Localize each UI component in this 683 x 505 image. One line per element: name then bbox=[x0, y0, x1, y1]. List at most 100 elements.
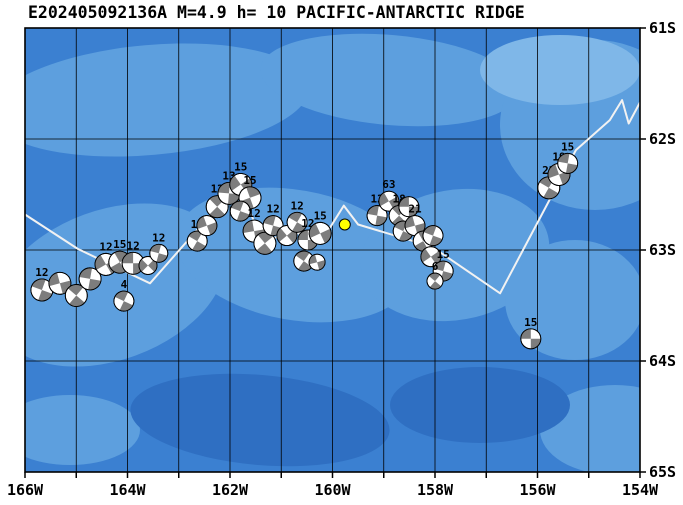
bathymetry-blob bbox=[505, 240, 640, 360]
focal-mechanism: 15 bbox=[520, 316, 542, 350]
longitude-tick-label: 160W bbox=[314, 481, 351, 499]
focal-mechanism bbox=[48, 271, 72, 295]
beachball-quadrants bbox=[48, 272, 71, 294]
event-count-label: 63 bbox=[382, 178, 395, 191]
beachball-quadrants bbox=[297, 230, 318, 250]
event-count-label: 12 bbox=[290, 199, 303, 212]
focal-mechanism bbox=[229, 200, 251, 222]
focal-mechanism: 63 bbox=[378, 178, 400, 212]
event-count-label: 12 bbox=[247, 207, 260, 220]
focal-mechanism: 6 bbox=[426, 260, 444, 290]
bathymetry-blob bbox=[25, 395, 140, 465]
beachball-quadrants bbox=[230, 201, 250, 222]
map-border bbox=[24, 27, 641, 473]
beachball-quadrants bbox=[67, 284, 85, 307]
beachball-quadrants bbox=[122, 252, 145, 275]
event-count-label: 12 bbox=[266, 203, 279, 216]
event-count-label: 12 bbox=[99, 240, 112, 253]
axis-ticks bbox=[24, 27, 646, 478]
event-count-label: 15 bbox=[234, 161, 247, 174]
beachball-quadrants bbox=[309, 254, 326, 270]
beachball-quadrants bbox=[309, 223, 332, 244]
focal-mechanism: 15 bbox=[238, 174, 262, 210]
event-count-label: 15 bbox=[243, 174, 256, 187]
beachball-quadrants bbox=[520, 328, 541, 349]
focal-mechanism bbox=[308, 253, 326, 271]
epicenter-marker bbox=[338, 218, 351, 231]
beachball-quadrants bbox=[139, 259, 157, 272]
event-count-label: 15 bbox=[561, 140, 574, 153]
focal-mechanism bbox=[420, 246, 442, 268]
bathymetry-blob bbox=[130, 373, 390, 467]
figure-title: E202405092136A M=4.9 h= 10 PACIFIC-ANTAR… bbox=[28, 3, 525, 22]
event-count-label: 15 bbox=[113, 238, 126, 251]
event-count-label: 4 bbox=[121, 278, 128, 291]
bathymetry-blob bbox=[25, 203, 226, 367]
beachball-quadrants bbox=[188, 231, 206, 252]
focal-mechanism: 12 bbox=[286, 199, 308, 233]
longitude-tick-label: 156W bbox=[519, 481, 556, 499]
beachball-quadrants bbox=[548, 164, 570, 185]
beachball-quadrants bbox=[367, 205, 387, 226]
beachball-quadrants bbox=[196, 216, 217, 235]
longitude-tick-label: 162W bbox=[212, 481, 249, 499]
focal-mechanism: 21 bbox=[404, 203, 426, 237]
focal-mechanism bbox=[398, 196, 420, 218]
latitude-tick-label: 63S bbox=[649, 241, 676, 259]
beachball-quadrants bbox=[428, 273, 442, 290]
longitude-tick-label: 164W bbox=[109, 481, 146, 499]
bathymetry-blob bbox=[390, 367, 570, 443]
beachball-quadrants bbox=[256, 232, 274, 255]
event-count-label: 15 bbox=[314, 209, 327, 222]
focal-mechanism: 12 bbox=[30, 266, 54, 302]
beachball-quadrants bbox=[150, 244, 168, 263]
beachball-quadrants bbox=[539, 176, 559, 199]
beachball-quadrants bbox=[378, 192, 399, 210]
beachball-quadrants bbox=[423, 225, 443, 246]
event-count-label: 15 bbox=[437, 248, 450, 261]
beachball-quadrants bbox=[405, 215, 425, 236]
focal-mechanism: 12 bbox=[297, 217, 319, 251]
focal-mechanism bbox=[78, 267, 102, 291]
latitude-tick-label: 65S bbox=[649, 463, 676, 481]
beachball-quadrants bbox=[218, 182, 240, 205]
beachball-quadrants bbox=[398, 196, 419, 217]
beachball-quadrants bbox=[114, 291, 133, 312]
beachball-quadrants bbox=[31, 279, 53, 301]
focal-mechanism: 4 bbox=[113, 278, 135, 312]
bathymetry-blob bbox=[480, 35, 640, 105]
beachball-quadrants bbox=[295, 251, 312, 272]
longitude-tick-label: 154W bbox=[622, 481, 659, 499]
bathymetry-blob bbox=[260, 33, 520, 127]
beachball-quadrants bbox=[79, 267, 101, 290]
event-count-label: 21 bbox=[408, 203, 422, 216]
beachball-quadrants bbox=[557, 153, 578, 174]
focal-mechanism: 15 bbox=[308, 209, 332, 245]
longitude-tick-label: 166W bbox=[7, 481, 44, 499]
event-count-label: 12 bbox=[152, 231, 165, 244]
focal-mechanism: 12 bbox=[149, 231, 169, 263]
focal-mechanism: 15 bbox=[557, 140, 579, 174]
ridge-boundary-line bbox=[25, 99, 640, 295]
event-count-label: 15 bbox=[524, 316, 537, 329]
focal-mechanism bbox=[422, 225, 444, 247]
beachball-quadrants bbox=[288, 212, 306, 233]
event-count-label: 12 bbox=[126, 239, 139, 252]
longitude-tick-label: 158W bbox=[417, 481, 454, 499]
latitude-tick-label: 62S bbox=[649, 130, 676, 148]
latitude-tick-label: 64S bbox=[649, 352, 676, 370]
event-count-label: 6 bbox=[432, 260, 439, 273]
beachball-quadrants bbox=[420, 248, 441, 265]
beachball-quadrants bbox=[394, 221, 413, 242]
focal-mechanism: 12 bbox=[121, 239, 145, 275]
latitude-tick-label: 61S bbox=[649, 19, 676, 37]
focal-mechanism bbox=[253, 231, 277, 255]
event-count-label: 12 bbox=[35, 266, 48, 279]
beachball-quadrants bbox=[433, 261, 453, 282]
focal-mechanism bbox=[196, 215, 218, 237]
focal-mechanism bbox=[293, 250, 315, 272]
bathymetry-blob bbox=[176, 187, 414, 323]
beachball-quadrants bbox=[276, 227, 297, 244]
